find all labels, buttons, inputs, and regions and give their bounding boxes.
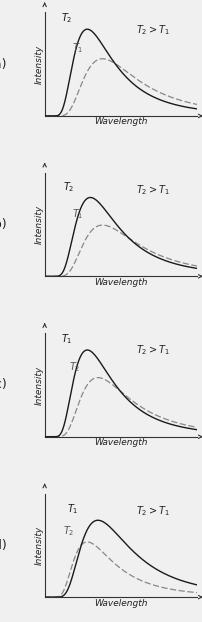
Text: $T_{2}>$$T_{1}$: $T_{2}>$$T_{1}$ [135, 343, 169, 358]
Text: $T_{2}$: $T_{2}$ [69, 360, 80, 374]
Text: (a): (a) [0, 58, 8, 71]
Text: $T_{2}$: $T_{2}$ [63, 524, 74, 538]
Text: (c): (c) [0, 378, 7, 391]
Y-axis label: Intensity: Intensity [34, 45, 43, 84]
Text: $T_{2}>$$T_{1}$: $T_{2}>$$T_{1}$ [135, 504, 169, 518]
Y-axis label: Intensity: Intensity [34, 205, 43, 244]
X-axis label: Wavelength: Wavelength [94, 598, 147, 608]
Text: $T_{1}$: $T_{1}$ [72, 41, 83, 55]
Text: (d): (d) [0, 539, 8, 552]
Text: (b): (b) [0, 218, 8, 231]
Y-axis label: Intensity: Intensity [34, 365, 43, 404]
Y-axis label: Intensity: Intensity [34, 526, 43, 565]
Text: $T_{2}$: $T_{2}$ [62, 180, 74, 193]
X-axis label: Wavelength: Wavelength [94, 438, 147, 447]
Text: $T_{1}$: $T_{1}$ [72, 207, 83, 221]
Text: $T_{2}$: $T_{2}$ [61, 11, 72, 26]
X-axis label: Wavelength: Wavelength [94, 277, 147, 287]
Text: $T_{1}$: $T_{1}$ [66, 503, 78, 516]
Text: $T_{2}>$$T_{1}$: $T_{2}>$$T_{1}$ [135, 183, 169, 197]
Text: $T_{1}$: $T_{1}$ [61, 332, 72, 346]
X-axis label: Wavelength: Wavelength [94, 118, 147, 126]
Text: $T_{2}>$$T_{1}$: $T_{2}>$$T_{1}$ [135, 23, 169, 37]
